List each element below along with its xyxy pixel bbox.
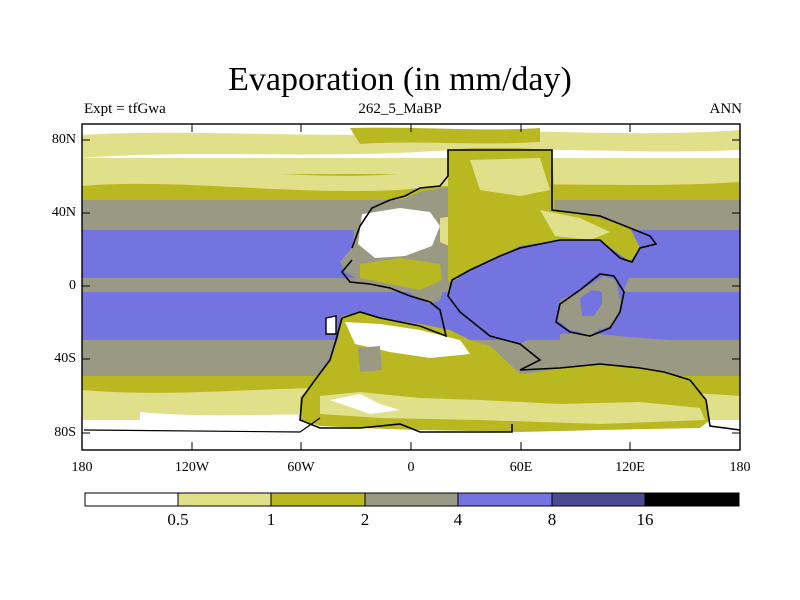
colorbar-label-4: 4 — [453, 510, 463, 529]
coastline-inland — [555, 273, 625, 337]
x-label-60e: 60E — [509, 460, 533, 475]
y-label-40n: 40N — [51, 205, 76, 220]
desert-south — [345, 322, 470, 358]
coastline-west — [340, 259, 448, 338]
south-high-patch — [560, 330, 740, 357]
colorbar-box-5 — [551, 492, 646, 507]
island-west — [325, 315, 337, 335]
y-label-40s: 40S — [54, 351, 76, 366]
colorbar-box-0 — [84, 492, 179, 507]
x-label-0: 0 — [407, 460, 415, 475]
dry-north-east-upper — [470, 158, 550, 196]
coastline-antarctic — [83, 417, 321, 433]
colorbar-box-4 — [457, 492, 553, 507]
colorbar — [84, 492, 740, 507]
x-label-180w: 180 — [71, 460, 93, 475]
inland-sea-overlay — [580, 290, 602, 316]
colorbar-label-8: 8 — [547, 510, 557, 529]
season-label: ANN — [709, 101, 743, 117]
y-label-80s: 80S — [54, 425, 76, 440]
dry-east-coast — [540, 210, 610, 240]
coastline-south — [299, 317, 513, 433]
desert-south-west — [330, 394, 400, 414]
time-period-label: 262_5_MaBP — [358, 101, 442, 117]
colorbar-label-0.5: 0.5 — [167, 510, 189, 529]
north-low-patch — [82, 167, 740, 191]
y-label-0: 0 — [69, 278, 76, 293]
colorbar-box-3 — [364, 492, 459, 507]
desert-north-west — [358, 208, 440, 258]
colorbar-label-16: 16 — [636, 510, 654, 529]
y-tick-marks — [82, 139, 740, 434]
coastline-east — [351, 149, 740, 431]
arctic-low-patch — [82, 130, 740, 158]
x-label-60w: 60W — [287, 460, 315, 475]
y-label-80n: 80N — [51, 132, 76, 147]
land-south-high — [358, 346, 382, 372]
colorbar-label-1: 1 — [266, 510, 276, 529]
plot-title: Evaporation (in mm/day) — [228, 61, 572, 98]
north-low-band — [82, 158, 740, 176]
x-label-180e: 180 — [729, 460, 751, 475]
x-label-120e: 120E — [615, 460, 645, 475]
x-tick-marks — [81, 124, 741, 450]
colorbar-box-1 — [177, 492, 272, 507]
colorbar-label-2: 2 — [360, 510, 370, 529]
land-south-dry — [320, 392, 705, 424]
evaporation-field — [82, 124, 740, 450]
colorbar-box-6 — [644, 492, 740, 507]
x-label-120w: 120W — [174, 460, 210, 475]
experiment-label: Expt = tfGwa — [84, 101, 166, 117]
arctic-mid-patch — [350, 127, 540, 144]
colorbar-box-2 — [270, 492, 366, 507]
land-equatorial-mid — [360, 258, 442, 290]
